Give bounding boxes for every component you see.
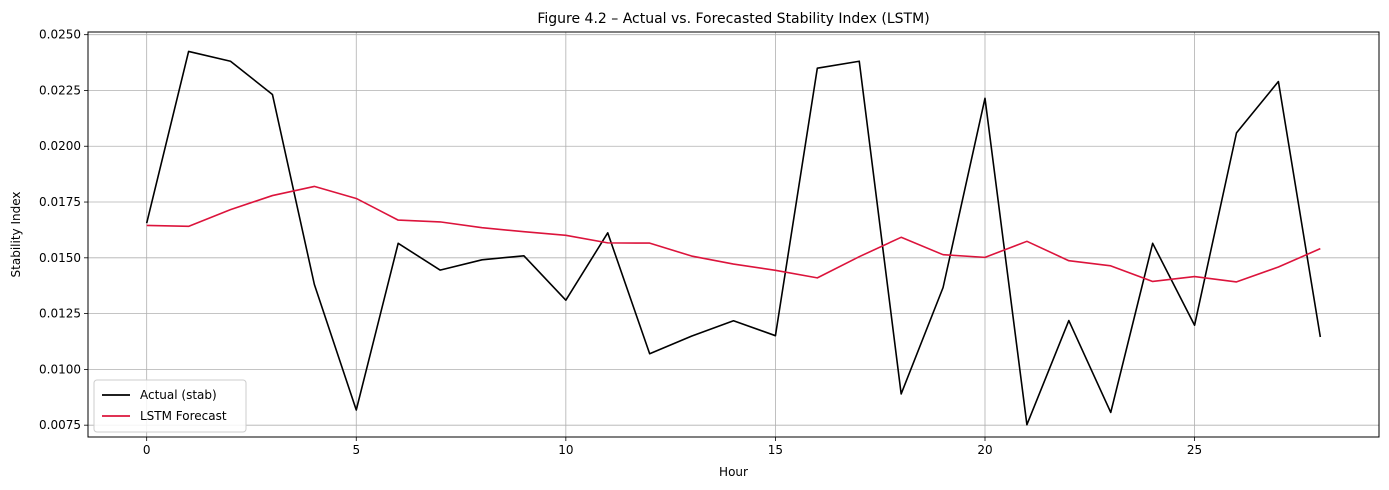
- y-tick-label: 0.0250: [39, 28, 81, 42]
- series-line-forecast: [146, 185, 1321, 283]
- legend: Actual (stab) LSTM Forecast: [93, 379, 247, 433]
- legend-label: Actual (stab): [140, 388, 217, 402]
- y-axis-ticks: 0.0075 0.0100 0.0125 0.0150 0.0175 0.0200 0.02…: [39, 28, 88, 432]
- legend-label: LSTM Forecast: [140, 409, 227, 423]
- x-axis-label: Hour: [719, 465, 748, 479]
- x-tick-label: 25: [1187, 443, 1202, 457]
- x-tick-label: 10: [558, 443, 573, 457]
- chart-title: Figure 4.2 – Actual vs. Forecasted Stabi…: [537, 11, 929, 27]
- y-tick-label: 0.0175: [39, 195, 81, 209]
- y-tick-label: 0.0225: [39, 83, 81, 97]
- series-lines: [145, 50, 1322, 426]
- x-axis-ticks: 0 5 10 15 20 25: [143, 437, 1202, 457]
- y-tick-label: 0.0100: [39, 362, 81, 376]
- plot-frame: [87, 31, 1380, 438]
- y-tick-label: 0.0150: [39, 251, 81, 265]
- y-axis-label: Stability Index: [9, 192, 23, 278]
- series-line-actual: [145, 50, 1322, 426]
- x-tick-label: 20: [977, 443, 992, 457]
- x-tick-label: 5: [352, 443, 360, 457]
- y-tick-label: 0.0200: [39, 139, 81, 153]
- legend-box: [93, 379, 247, 433]
- x-tick-label: 0: [143, 443, 151, 457]
- y-tick-label: 0.0075: [39, 418, 81, 432]
- x-tick-label: 15: [768, 443, 783, 457]
- y-tick-label: 0.0125: [39, 307, 81, 321]
- grid-lines: [88, 32, 1379, 437]
